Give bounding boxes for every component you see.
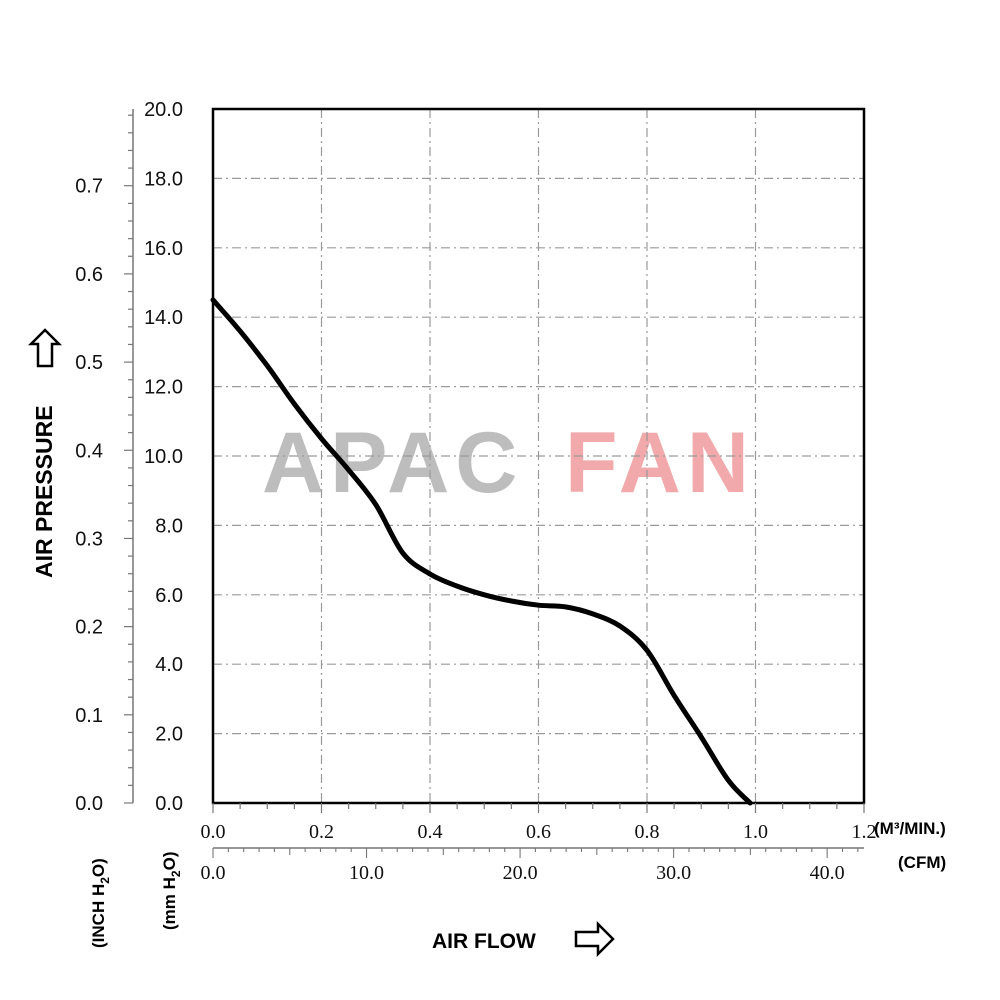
pq-curve: [210, 297, 753, 806]
air-flow-label: AIR FLOW: [432, 930, 536, 953]
m3-tick-label: 0.6: [526, 821, 551, 843]
m3-tick-label: 0.4: [418, 821, 443, 843]
mm-tick-label: 18.0: [144, 168, 183, 190]
up-arrow-icon: [27, 328, 63, 368]
mm-tick-label: 10.0: [144, 446, 183, 468]
mm-tick-label: 16.0: [144, 238, 183, 260]
y-axis-title: AIR PRESSURE: [27, 328, 63, 578]
cfm-tick-label: 40.0: [810, 862, 845, 884]
inch-h2o-unit-label: (INCH H2O): [89, 858, 112, 948]
watermark: APAC FAN: [262, 415, 755, 511]
x-axes: 0.0 0.2 0.4 0.6 0.8 1.0 1.2 0.0 10.0 20.0 30.0 40.0: [201, 803, 877, 884]
inch-tick-label: 0.7: [75, 176, 103, 198]
cfm-tick-label: 0.0: [201, 862, 226, 884]
m3-tick-label: 1.2: [852, 821, 877, 843]
mm-tick-label: 20.0: [144, 99, 183, 121]
right-arrow-icon: [574, 920, 615, 958]
curve-layer: [210, 297, 753, 806]
air-pressure-label: AIR PRESSURE: [31, 405, 57, 578]
cfm-tick-label: 20.0: [503, 862, 538, 884]
mm-h2o-unit-label: (mm H2O): [160, 852, 183, 930]
cfm-tick-label: 30.0: [656, 862, 691, 884]
inch-tick-label: 0.1: [75, 705, 103, 727]
mm-unit-title: (mm H2O): [160, 852, 183, 930]
m3-tick-label: 0.8: [635, 821, 660, 843]
inch-tick-label: 0.5: [75, 352, 103, 374]
watermark-apac: APAC: [262, 415, 523, 511]
m3-tick-label: 0.0: [201, 821, 226, 843]
inch-tick-label: 0.4: [75, 440, 103, 462]
mm-tick-label: 6.0: [155, 585, 183, 607]
mm-tick-label: 4.0: [155, 654, 183, 676]
mm-h2o-axis: 0.0 2.0 4.0 6.0 8.0 10.0 12.0 14.0 16.0 18.0 20.0: [144, 99, 183, 815]
watermark-fan: FAN: [565, 415, 755, 511]
mm-tick-label: 2.0: [155, 724, 183, 746]
cfm-tick-label: 10.0: [349, 862, 384, 884]
mm-tick-label: 14.0: [144, 307, 183, 329]
inch-tick-label: 0.6: [75, 264, 103, 286]
grid: [213, 109, 864, 803]
inch-tick-label: 0.0: [75, 793, 103, 815]
axis-labels: AIR PRESSURE (INCH H2O) (mm H2O) (M³/MIN.) (…: [27, 328, 946, 958]
cfm-unit-label: (CFM): [898, 853, 946, 872]
mm-tick-label: 12.0: [144, 377, 183, 399]
mm-tick-label: 0.0: [155, 793, 183, 815]
inch-tick-label: 0.3: [75, 528, 103, 550]
inch-h2o-axis: 0.0 0.1 0.2 0.3 0.4 0.5 0.6 0.7: [75, 109, 134, 815]
m3-tick-label: 1.0: [743, 821, 768, 843]
inch-unit-title: (INCH H2O): [89, 858, 112, 948]
mm-tick-label: 8.0: [155, 515, 183, 537]
inch-tick-label: 0.2: [75, 617, 103, 639]
m3-min-unit-label: (M³/MIN.): [874, 819, 946, 838]
m3-tick-label: 0.2: [309, 821, 334, 843]
